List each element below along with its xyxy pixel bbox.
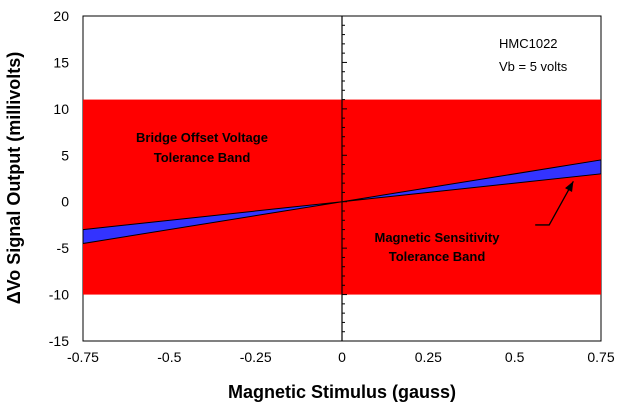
x-tick-label: -0.25 (240, 349, 272, 365)
sensitivity-arrow-head (565, 181, 574, 192)
y-tick-label: -10 (49, 287, 69, 303)
offset-band-label-line1: Bridge Offset Voltage (136, 130, 268, 145)
sensitivity-tolerance-band (82, 159, 602, 245)
tick-labels: 20 15 10 5 0 -5 -10 -15-0.75 -0.5 -0.25 0 0.25 0.5 0.… (49, 8, 615, 365)
x-axis-title: Magnetic Stimulus (gauss) (228, 382, 456, 402)
supply-label: Vb = 5 volts (499, 59, 568, 74)
x-tick-label: 0.25 (415, 349, 442, 365)
y-tick-label: 0 (61, 194, 69, 210)
device-label: HMC1022 (499, 36, 558, 51)
x-tick-label: 0 (338, 349, 346, 365)
sensitivity-band-label-line2: Tolerance Band (389, 249, 486, 264)
y-tick-label: 15 (53, 54, 69, 70)
y-tick-label: 5 (61, 147, 69, 163)
sensitivity-arrow-line (535, 180, 574, 226)
x-tick-label: -0.5 (157, 349, 181, 365)
y-tick-label: 10 (53, 101, 69, 117)
y-tick-label: -5 (57, 240, 70, 256)
y-tick-label: -15 (49, 333, 69, 349)
y-axis-title: ΔVo Signal Output (millivolts) (4, 52, 24, 305)
x-tick-label: -0.75 (67, 349, 99, 365)
offset-band-label-line2: Tolerance Band (154, 150, 251, 165)
x-tick-label: 0.5 (505, 349, 525, 365)
sensitivity-band-label-line1: Magnetic Sensitivity (375, 230, 501, 245)
y-tick-label: 20 (53, 8, 69, 24)
plot-area (82, 15, 602, 342)
x-tick-label: 0.75 (587, 349, 614, 365)
